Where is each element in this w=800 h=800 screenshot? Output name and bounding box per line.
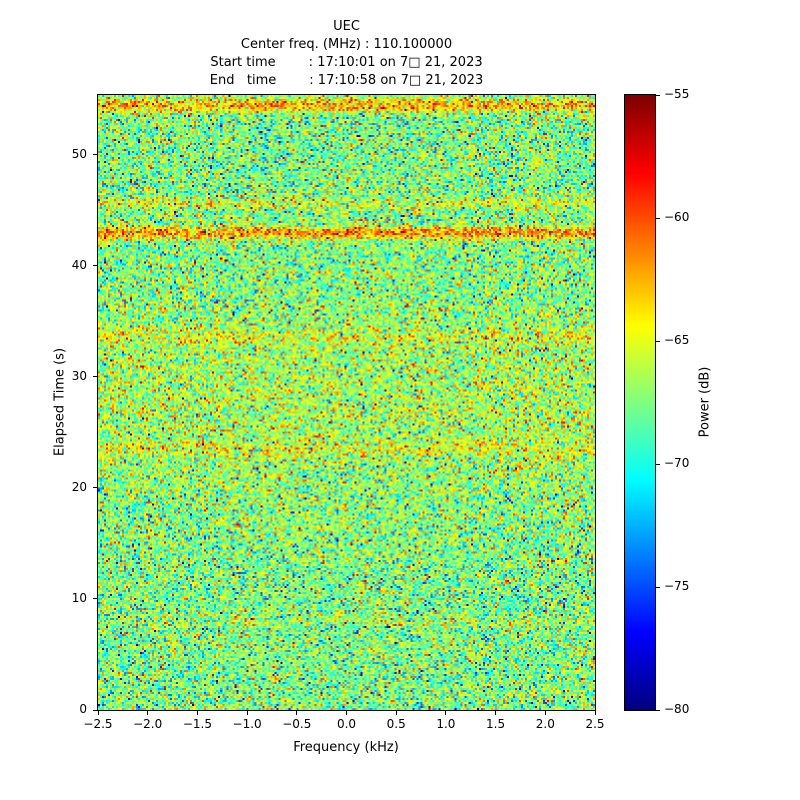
colorbar-tick-mark bbox=[656, 217, 660, 219]
subtitle-end-time: End time : 17:10:58 on 7□ 21, 2023 bbox=[209, 73, 484, 88]
x-tick-mark bbox=[544, 711, 546, 715]
x-tick-mark bbox=[196, 711, 198, 715]
x-tick-label: 2.0 bbox=[535, 717, 555, 731]
colorbar-tick-label: −60 bbox=[664, 210, 690, 224]
y-tick-label: 10 bbox=[71, 590, 87, 605]
y-tick-mark bbox=[93, 487, 97, 489]
y-tick-mark bbox=[93, 376, 97, 378]
colorbar-tick-mark bbox=[656, 709, 660, 711]
colorbar-tick-label: −55 bbox=[664, 87, 690, 101]
x-tick-label: 0.0 bbox=[336, 717, 357, 731]
x-tick-label: −1.0 bbox=[232, 717, 262, 731]
colorbar-label: Power (dB) bbox=[697, 366, 713, 438]
x-tick-label: −2.0 bbox=[133, 717, 163, 731]
y-axis-label: Elapsed Time (s) bbox=[52, 347, 68, 457]
colorbar-tick-mark bbox=[656, 463, 660, 465]
colorbar-tick-label: −70 bbox=[664, 456, 690, 470]
x-tick-mark bbox=[97, 711, 99, 715]
x-tick-mark bbox=[296, 711, 298, 715]
colorbar bbox=[624, 94, 656, 711]
y-tick-mark bbox=[93, 154, 97, 156]
spectrogram-heatmap-canvas bbox=[98, 95, 595, 710]
colorbar-tick-label: −75 bbox=[664, 579, 690, 593]
x-tick-mark bbox=[395, 711, 397, 715]
subtitle-start-time: Start time : 17:10:01 on 7□ 21, 2023 bbox=[210, 55, 483, 70]
chart-title: UEC bbox=[333, 19, 360, 34]
x-tick-mark bbox=[594, 711, 596, 715]
y-tick-label: 50 bbox=[71, 146, 87, 161]
colorbar-gradient-canvas bbox=[625, 95, 655, 710]
x-tick-mark bbox=[346, 711, 347, 715]
colorbar-tick-mark bbox=[656, 94, 660, 96]
y-tick-label: 30 bbox=[71, 368, 87, 383]
colorbar-tick-label: −65 bbox=[664, 333, 690, 347]
x-axis-label: Frequency (kHz) bbox=[293, 740, 399, 755]
y-tick-mark bbox=[93, 598, 97, 600]
x-tick-label: −1.5 bbox=[182, 717, 212, 731]
spectrogram-plot-area bbox=[97, 94, 596, 711]
x-tick-label: 1.5 bbox=[486, 717, 506, 731]
colorbar-tick-mark bbox=[656, 586, 660, 588]
chart-title-block: UEC Center freq. (MHz) : 110.100000 Star… bbox=[97, 18, 596, 90]
x-tick-label: 0.5 bbox=[386, 717, 406, 731]
x-tick-label: 2.5 bbox=[585, 717, 605, 731]
y-tick-label: 20 bbox=[71, 479, 87, 494]
x-tick-mark bbox=[246, 711, 248, 715]
x-tick-mark bbox=[495, 711, 497, 715]
x-tick-label: −2.5 bbox=[83, 717, 113, 731]
y-tick-mark bbox=[93, 265, 97, 267]
x-tick-label: 1.0 bbox=[436, 717, 456, 731]
x-tick-mark bbox=[445, 711, 447, 715]
colorbar-tick-mark bbox=[656, 340, 660, 342]
x-tick-label: −0.5 bbox=[282, 717, 312, 731]
y-tick-mark bbox=[93, 709, 97, 711]
colorbar-tick-label: −80 bbox=[664, 702, 690, 716]
x-tick-mark bbox=[147, 711, 149, 715]
subtitle-center-freq: Center freq. (MHz) : 110.100000 bbox=[240, 37, 453, 52]
y-tick-label: 40 bbox=[71, 257, 87, 272]
y-tick-label: 0 bbox=[79, 702, 87, 716]
